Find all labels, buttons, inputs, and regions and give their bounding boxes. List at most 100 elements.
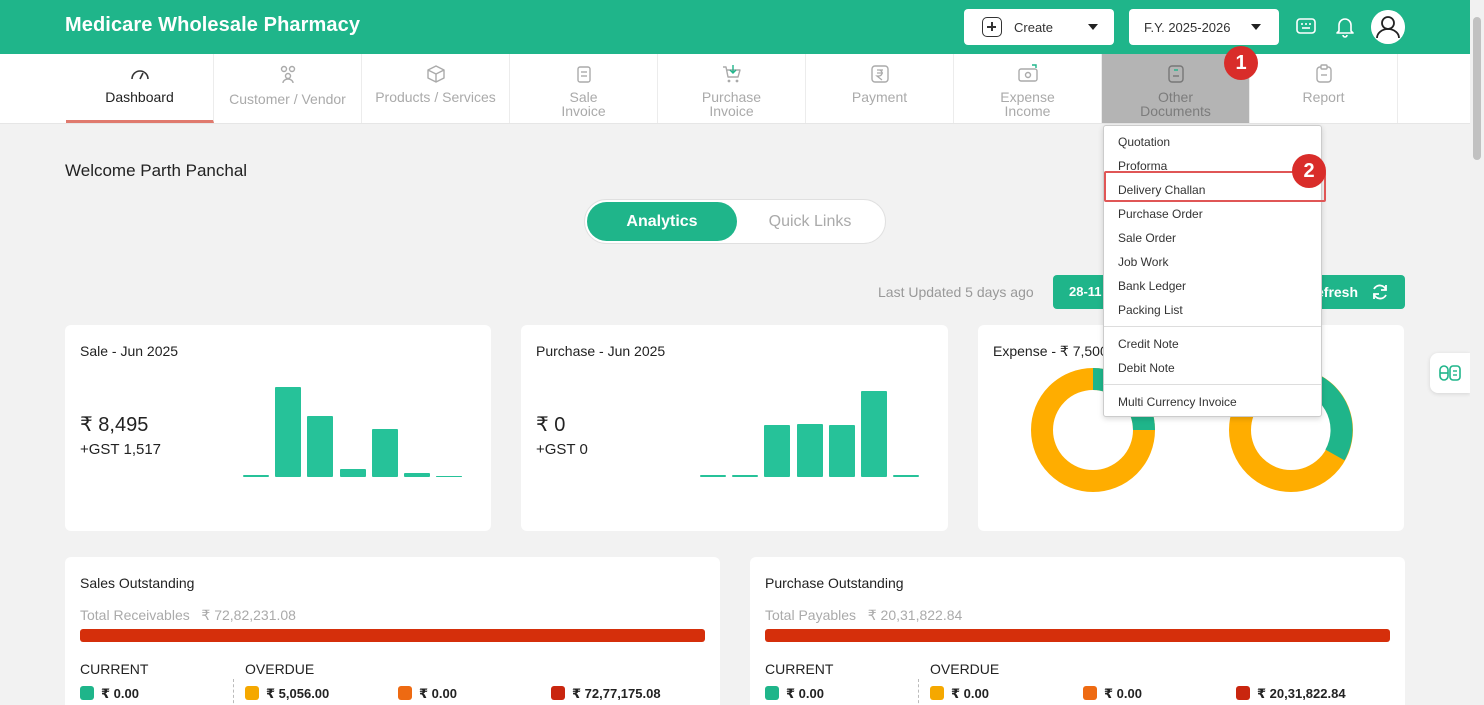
users-icon (280, 65, 296, 84)
chart-bar (893, 475, 920, 477)
cart-icon (723, 65, 741, 83)
chart-bar (764, 425, 791, 477)
refresh-label: efresh (1316, 284, 1359, 300)
step-badge-1: 1 (1224, 46, 1258, 80)
legend-overdue-1: ₹ 0.00 (930, 686, 989, 702)
menu-divider (1104, 384, 1321, 385)
nav-dashboard[interactable]: Dashboard (66, 54, 214, 123)
menu-item-multi-currency-invoice[interactable]: Multi Currency Invoice (1118, 395, 1237, 409)
purchase-card: Purchase - Jun 2025 ₹ 0 +GST 0 (521, 325, 948, 531)
nav-label-line2: Invoice (561, 103, 606, 119)
sale-amount: ₹ 8,495 (80, 414, 149, 436)
gauge-icon (131, 70, 149, 80)
total-receivables-label: Total Receivables (80, 607, 190, 623)
plus-icon (982, 17, 1002, 37)
menu-item-credit-note[interactable]: Credit Note (1118, 337, 1179, 351)
legend-overdue-3: ₹ 72,77,175.08 (551, 686, 661, 702)
nav-label: Sale (569, 89, 598, 105)
sales-outstanding-title: Sales Outstanding (80, 575, 195, 591)
purchase-bar-chart (700, 391, 922, 477)
legend-value: ₹ 0.00 (419, 686, 457, 701)
chart-bar (436, 475, 463, 477)
purchase-outstanding-card: Purchase Outstanding Total Payables ₹ 20… (750, 557, 1405, 705)
chart-bar (307, 415, 334, 477)
scrollbar-thumb[interactable] (1473, 17, 1481, 160)
current-label: CURRENT (765, 661, 834, 677)
legend-overdue-2: ₹ 0.00 (1083, 686, 1142, 702)
user-avatar-icon[interactable] (1371, 10, 1405, 44)
sale-bar-chart (243, 387, 465, 477)
overdue-label: OVERDUE (930, 661, 1000, 677)
nav-other-documents[interactable]: Other Documents (1102, 54, 1250, 123)
total-payables: Total Payables ₹ 20,31,822.84 (765, 607, 962, 624)
nav-customer-vendor[interactable]: Customer / Vendor (214, 54, 362, 123)
last-updated-text: Last Updated 5 days ago (878, 284, 1034, 300)
nav-purchase-invoice[interactable]: Purchase Invoice (658, 54, 806, 123)
nav-expense-income[interactable]: Expense Income (954, 54, 1102, 123)
menu-item-debit-note[interactable]: Debit Note (1118, 361, 1175, 375)
other-documents-menu: Quotation Proforma Delivery Challan Purc… (1103, 125, 1322, 417)
document-icon (1168, 65, 1184, 83)
menu-item-proforma[interactable]: Proforma (1118, 159, 1168, 173)
current-label: CURRENT (80, 661, 149, 677)
legend-value: ₹ 0.00 (101, 686, 139, 701)
purchase-card-title: Purchase - Jun 2025 (536, 343, 666, 359)
legend-swatch (765, 686, 779, 700)
fiscal-year-select[interactable]: F.Y. 2025-2026 (1129, 9, 1279, 45)
menu-item-delivery-challan[interactable]: Delivery Challan (1118, 183, 1206, 197)
welcome-text: Welcome Parth Panchal (65, 161, 248, 180)
legend-value: ₹ 0.00 (786, 686, 824, 701)
view-toggle: Analytics Quick Links (584, 199, 886, 244)
scrollbar-track[interactable] (1470, 0, 1484, 705)
divider (918, 679, 919, 705)
chart-bar (371, 429, 398, 477)
purchase-gst: +GST 0 (536, 441, 588, 458)
chart-bar (732, 475, 759, 477)
legend-value: ₹ 5,056.00 (266, 686, 330, 701)
menu-item-bank-ledger[interactable]: Bank Ledger (1118, 279, 1187, 293)
nav-label-line2: Documents (1140, 103, 1211, 119)
chart-bar (700, 475, 726, 477)
chart-bar (796, 423, 823, 477)
chart-bar (339, 468, 366, 477)
bell-icon[interactable] (1333, 14, 1357, 38)
box-icon (427, 65, 445, 83)
nav-sale-invoice[interactable]: Sale Invoice (510, 54, 658, 123)
keyboard-icon[interactable] (1294, 14, 1318, 38)
sale-card-title: Sale - Jun 2025 (80, 343, 179, 359)
expense-card-title: Expense - ₹ 7,500 (993, 343, 1108, 359)
clipboard-icon (1316, 64, 1332, 83)
menu-item-packing-list[interactable]: Packing List (1118, 303, 1183, 317)
legend-current: ₹ 0.00 (80, 686, 139, 702)
menu-item-job-work[interactable]: Job Work (1118, 255, 1169, 269)
legend-value: ₹ 20,31,822.84 (1257, 686, 1346, 701)
chevron-down-icon (1251, 24, 1261, 30)
menu-item-purchase-order[interactable]: Purchase Order (1118, 207, 1203, 221)
divider (233, 679, 234, 705)
nav-payment[interactable]: Payment (806, 54, 954, 123)
nav-label: Dashboard (105, 89, 174, 105)
legend-swatch (1236, 686, 1250, 700)
chart-bar (404, 472, 430, 477)
nav-label: Report (1302, 89, 1345, 105)
nav-label: Payment (851, 89, 908, 105)
legend-overdue-3: ₹ 20,31,822.84 (1236, 686, 1346, 702)
nav-products-services[interactable]: Products / Services (362, 54, 510, 123)
legend-value: ₹ 0.00 (1104, 686, 1142, 701)
side-widget-button[interactable] (1430, 353, 1470, 393)
menu-item-sale-order[interactable]: Sale Order (1118, 231, 1177, 245)
purchase-amount: ₹ 0 (536, 414, 566, 436)
create-button[interactable]: Create (964, 9, 1114, 45)
total-receivables-value: ₹ 72,82,231.08 (201, 607, 296, 623)
tab-analytics[interactable]: Analytics (587, 202, 737, 241)
main-nav: Dashboard Customer / Vendor Products / S… (0, 54, 1470, 124)
sale-card: Sale - Jun 2025 ₹ 8,495 +GST 1,517 (65, 325, 491, 531)
legend-swatch (398, 686, 412, 700)
menu-item-quotation[interactable]: Quotation (1118, 135, 1171, 149)
legend-swatch (551, 686, 565, 700)
cash-icon (1018, 64, 1038, 82)
nav-report[interactable]: Report (1250, 54, 1398, 123)
nav-label-line2: Invoice (709, 103, 754, 119)
nav-label: Other (1157, 89, 1193, 105)
tab-quick-links[interactable]: Quick Links (768, 213, 852, 230)
